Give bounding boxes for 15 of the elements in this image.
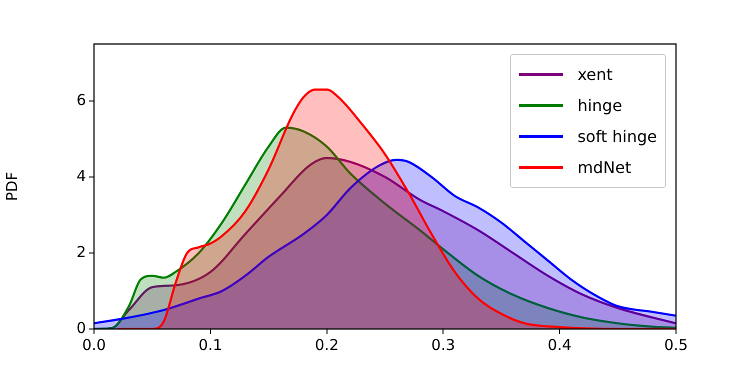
legend-label: xent bbox=[577, 64, 613, 86]
y-tick-label: 0 bbox=[76, 318, 86, 337]
legend-label: soft hinge bbox=[577, 126, 657, 148]
y-tick-label: 6 bbox=[76, 90, 86, 109]
x-tick-label: 0.0 bbox=[82, 336, 106, 354]
x-tick-label: 0.4 bbox=[548, 336, 572, 354]
x-tick-label: 0.3 bbox=[431, 336, 456, 354]
y-axis-title: PDF bbox=[2, 172, 21, 202]
legend-label: mdNet bbox=[577, 157, 632, 179]
y-tick-label: 2 bbox=[76, 242, 86, 261]
y-tick-label: 4 bbox=[76, 166, 86, 185]
x-tick-label: 0.1 bbox=[198, 336, 222, 354]
legend-label: hinge bbox=[577, 95, 622, 117]
x-tick-label: 0.5 bbox=[664, 336, 688, 354]
x-tick-label: 0.2 bbox=[314, 336, 339, 354]
